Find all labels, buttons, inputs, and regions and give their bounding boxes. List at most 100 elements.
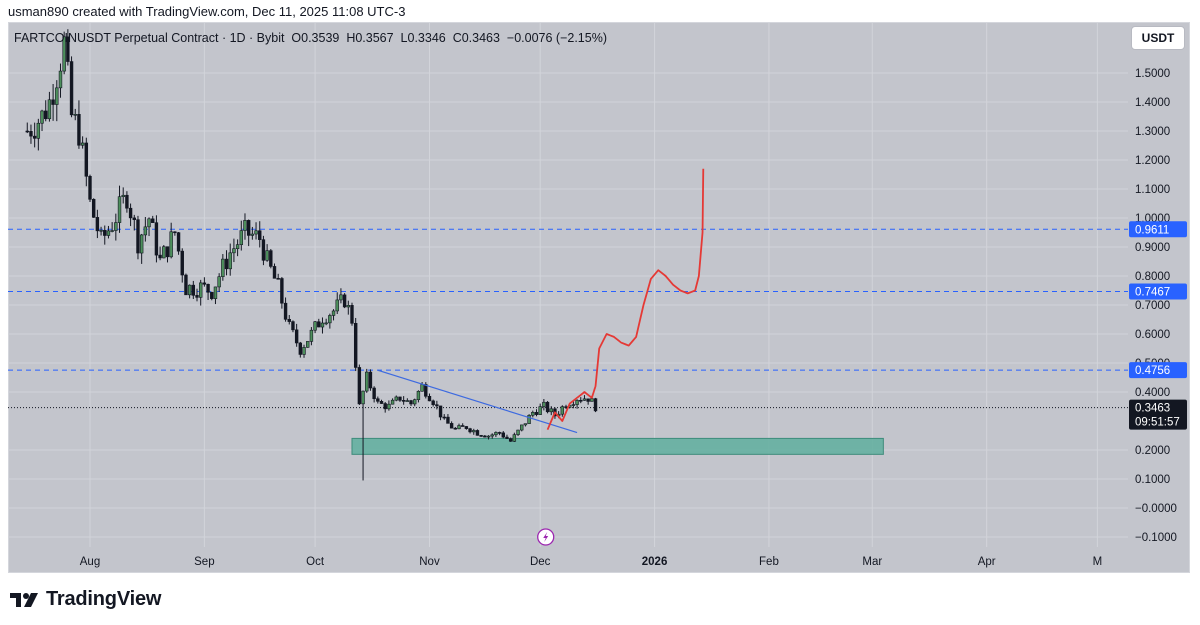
- y-tick-label: 0.9000: [1135, 242, 1170, 254]
- candle-down: [176, 232, 181, 252]
- y-tick-label: 0.1000: [1135, 474, 1170, 486]
- candle-down: [180, 250, 184, 276]
- candle-up: [394, 396, 398, 401]
- support-zone: [351, 437, 884, 455]
- candle-down: [269, 250, 273, 267]
- candle-down: [276, 278, 280, 280]
- open-value: O0.3539: [291, 31, 340, 45]
- candle-up: [527, 414, 531, 424]
- last-price-tag: [1129, 399, 1187, 430]
- descending-trendline: [377, 369, 578, 434]
- candles: [25, 29, 598, 481]
- currency-unit-button[interactable]: USDT: [1131, 26, 1185, 50]
- y-tick-label: 0.8000: [1135, 271, 1170, 283]
- candle-up: [531, 412, 535, 416]
- grid-lines: [8, 23, 1128, 547]
- candle-up: [106, 230, 111, 236]
- last-price-text: 0.3463: [1135, 403, 1170, 415]
- price-level-tag: [1129, 221, 1187, 238]
- candle-up: [494, 432, 498, 436]
- candle-down: [342, 294, 347, 308]
- candle-down: [184, 274, 188, 296]
- price-level-tag-text: 0.4756: [1135, 365, 1170, 377]
- candle-up: [73, 114, 77, 116]
- candle-down: [442, 416, 446, 419]
- candle-down: [287, 319, 291, 322]
- candle-up: [228, 252, 232, 270]
- y-tick-label: −0.1000: [1135, 532, 1177, 544]
- candle-down: [479, 435, 483, 437]
- candle-down: [246, 220, 251, 236]
- candle-down: [51, 99, 55, 105]
- candle-up: [365, 371, 369, 392]
- candle-up: [405, 400, 410, 402]
- horizontal-levels: [8, 228, 1128, 409]
- y-tick-label: 1.5000: [1135, 68, 1170, 80]
- candle-down: [468, 428, 472, 433]
- chart-pane[interactable]: [8, 22, 1190, 573]
- candle-up: [265, 250, 269, 261]
- y-tick-label: 1.1000: [1135, 184, 1170, 196]
- candle-up: [235, 244, 240, 249]
- symbol-name: FARTCOINUSDT Perpetual Contract · 1D · B…: [14, 31, 285, 45]
- candle-down: [173, 231, 177, 234]
- candle-up: [254, 230, 258, 235]
- price-level-tag: [1129, 283, 1187, 300]
- candle-down: [206, 283, 210, 293]
- candle-up: [549, 408, 553, 413]
- x-tick-label: Dec: [530, 556, 551, 568]
- candle-down: [158, 254, 162, 259]
- x-tick-label: Apr: [978, 556, 996, 568]
- low-value: L0.3346: [400, 31, 446, 45]
- candle-down: [357, 367, 362, 405]
- candle-down: [427, 395, 432, 402]
- candle-up: [309, 329, 314, 342]
- candle-up: [221, 258, 225, 277]
- candle-up: [361, 390, 365, 405]
- candle-down: [564, 406, 568, 408]
- candle-up: [199, 282, 203, 298]
- candle-down: [424, 384, 428, 397]
- candle-up: [538, 406, 542, 415]
- candle-down: [475, 430, 480, 436]
- candle-up: [324, 322, 328, 325]
- candle-up: [114, 222, 118, 231]
- candle-up: [139, 234, 144, 254]
- candle-up: [331, 310, 336, 316]
- candle-down: [372, 387, 376, 400]
- candle-up: [55, 87, 59, 105]
- candle-down: [501, 432, 505, 438]
- change-value: −0.0076 (−2.15%): [506, 31, 607, 45]
- candle-down: [77, 114, 81, 146]
- candle-up: [232, 248, 236, 254]
- bar-countdown-text: 09:51:57: [1135, 417, 1180, 429]
- candle-up: [80, 142, 85, 146]
- candle-up: [472, 430, 476, 433]
- candle-down: [446, 416, 450, 424]
- y-tick-label: 1.3000: [1135, 126, 1170, 138]
- drawings: [377, 168, 705, 546]
- candle-down: [128, 207, 133, 219]
- candle-down: [44, 110, 48, 120]
- candle-down: [261, 239, 266, 261]
- candle-down: [88, 175, 92, 200]
- candle-down: [379, 401, 384, 404]
- tradingview-logo[interactable]: TradingView: [10, 588, 161, 611]
- candle-down: [401, 400, 406, 402]
- candle-down: [431, 400, 435, 405]
- candle-down: [298, 342, 303, 355]
- lightning-icon: [543, 532, 549, 542]
- candle-up: [250, 233, 255, 236]
- y-tick-label: 1.4000: [1135, 97, 1170, 109]
- candle-up: [213, 286, 218, 299]
- candle-up: [339, 294, 343, 301]
- tv-logo-icon: [10, 592, 38, 607]
- brand-name: TradingView: [46, 588, 162, 610]
- candle-down: [125, 194, 129, 209]
- candle-up: [147, 218, 151, 228]
- candle-up: [47, 99, 52, 120]
- y-tick-label: 0.6000: [1135, 329, 1170, 341]
- candle-up: [390, 399, 395, 405]
- close-value: C0.3463: [452, 31, 500, 45]
